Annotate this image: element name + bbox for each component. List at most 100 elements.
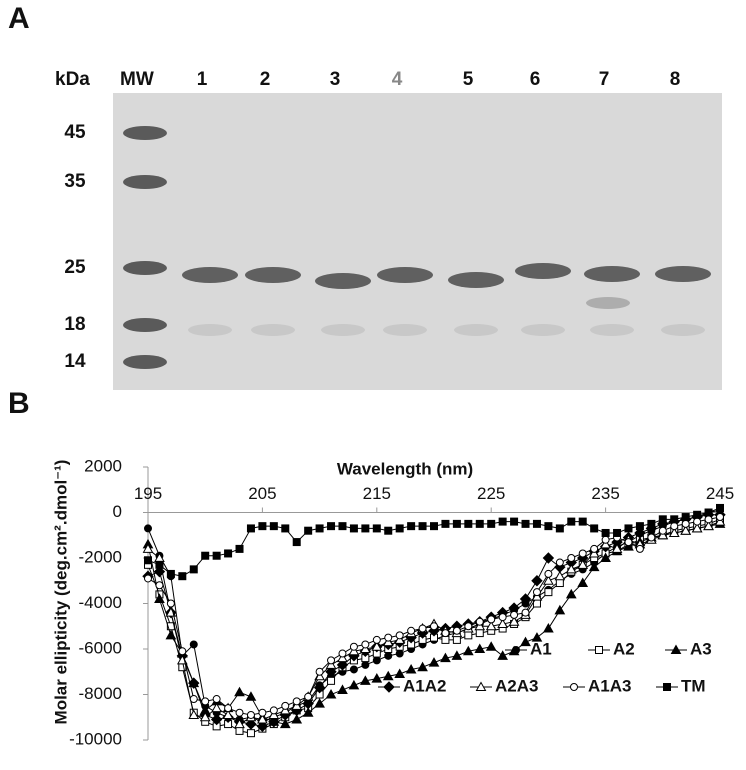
data-point	[338, 649, 347, 658]
marker-band	[123, 175, 167, 189]
data-point	[325, 666, 337, 678]
data-point	[188, 677, 200, 689]
legend-marker	[383, 681, 395, 693]
data-point	[441, 635, 450, 644]
gel-background	[113, 93, 722, 390]
data-point	[532, 519, 541, 528]
data-point	[464, 519, 473, 528]
legend-label: TM	[681, 676, 706, 695]
y-axis-title: Molar ellipticity (deg.cm².dmol⁻¹)	[51, 460, 70, 725]
data-point	[349, 665, 358, 674]
faint-band	[586, 297, 630, 309]
data-point	[269, 706, 278, 715]
panel-label: B	[8, 387, 30, 420]
data-point	[510, 610, 519, 619]
faint-band	[383, 324, 427, 336]
data-point	[428, 657, 440, 667]
data-point	[704, 508, 713, 517]
data-point	[430, 622, 438, 631]
data-point	[394, 634, 406, 644]
data-point	[680, 525, 692, 535]
data-point	[279, 718, 291, 729]
data-point	[336, 659, 349, 671]
data-point	[464, 622, 473, 631]
data-point	[485, 620, 497, 631]
data-point	[189, 695, 198, 704]
data-point	[510, 517, 519, 526]
data-point	[647, 533, 656, 542]
legend-marker	[663, 683, 671, 691]
faint-band	[454, 324, 498, 336]
data-point	[441, 629, 450, 638]
data-point	[531, 575, 543, 587]
data-point	[279, 704, 291, 715]
data-point	[246, 729, 255, 738]
data-point	[462, 645, 474, 656]
data-point	[325, 659, 337, 669]
data-point	[418, 624, 427, 633]
lane-label: 7	[599, 69, 610, 90]
data-point	[291, 714, 303, 724]
data-point	[691, 522, 703, 533]
data-point	[382, 670, 394, 681]
data-point	[201, 697, 210, 706]
protein-band	[448, 272, 504, 288]
data-point	[600, 538, 611, 549]
data-point	[304, 526, 313, 535]
data-point	[588, 561, 600, 572]
data-point	[497, 650, 508, 660]
marker-size-label: 18	[64, 314, 85, 335]
data-point	[245, 691, 257, 701]
legend-marker	[570, 683, 578, 691]
data-point	[430, 522, 438, 531]
data-point	[257, 714, 268, 724]
data-point	[325, 688, 337, 699]
data-point	[544, 588, 553, 597]
data-point	[624, 524, 633, 533]
x-axis-title: Wavelength (nm)	[337, 459, 473, 478]
data-point	[384, 633, 393, 642]
data-point	[348, 679, 360, 690]
data-point	[166, 599, 175, 608]
data-point	[189, 640, 198, 649]
data-point	[144, 524, 152, 533]
data-point	[327, 676, 336, 685]
data-point	[623, 541, 634, 551]
protein-band	[315, 273, 371, 289]
data-point	[577, 559, 589, 569]
data-point	[281, 524, 290, 533]
data-point	[142, 543, 154, 553]
data-point	[681, 513, 690, 522]
data-point	[315, 524, 324, 533]
data-point	[590, 524, 599, 533]
data-point	[268, 709, 280, 719]
data-point	[543, 623, 554, 633]
data-point	[693, 510, 702, 519]
legend-marker	[595, 646, 603, 654]
data-point	[314, 698, 325, 708]
legend-label: A1A3	[588, 676, 631, 695]
data-point	[714, 516, 726, 526]
data-point	[338, 522, 347, 531]
data-point	[292, 538, 301, 547]
faint-band	[251, 324, 295, 336]
data-point	[520, 636, 531, 647]
data-point	[291, 700, 303, 710]
data-point	[590, 544, 599, 553]
data-point	[245, 718, 257, 730]
data-point	[372, 656, 381, 665]
y-tick-label: -10000	[69, 729, 122, 748]
data-point	[337, 652, 348, 663]
data-point	[405, 663, 417, 674]
data-point	[304, 692, 313, 701]
data-point	[716, 503, 724, 512]
legend-label: A2	[613, 639, 635, 658]
data-point	[567, 517, 576, 526]
gel-image	[113, 93, 722, 390]
data-point	[475, 629, 484, 638]
data-point	[658, 515, 667, 524]
data-point	[382, 636, 394, 647]
data-point	[302, 707, 314, 717]
data-point	[315, 667, 324, 676]
data-point	[246, 710, 255, 719]
